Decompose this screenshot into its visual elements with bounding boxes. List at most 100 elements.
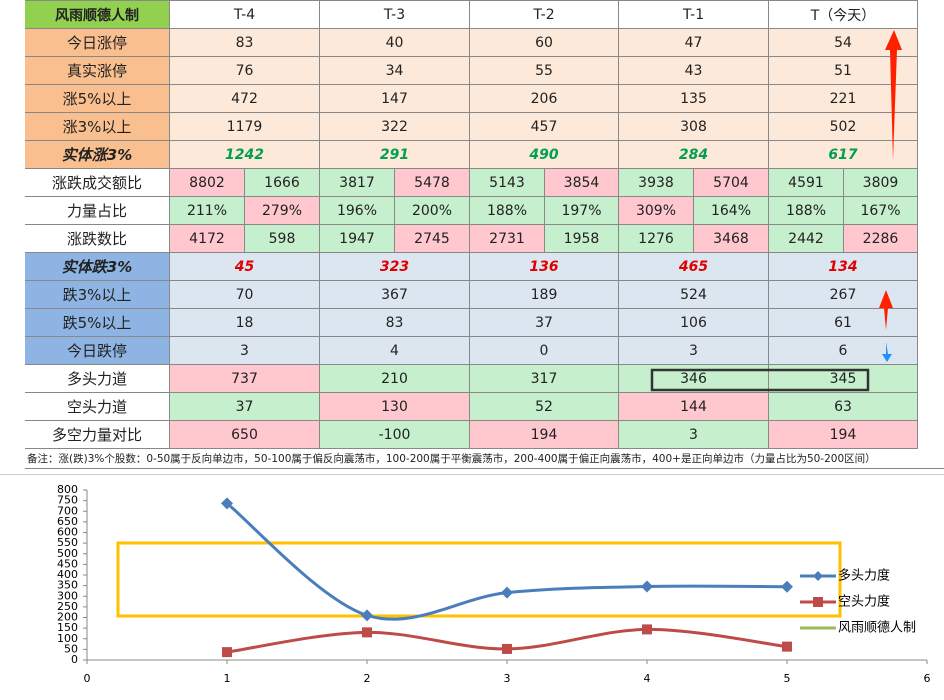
data-cell: 210 (320, 365, 470, 393)
data-cell: 47 (619, 29, 769, 57)
data-cell: 367 (320, 281, 470, 309)
marker (502, 643, 512, 654)
data-cell: 63 (769, 393, 918, 421)
y-tick-label: 100 (57, 632, 78, 645)
data-cell: 5704 (694, 169, 769, 197)
data-cell: 106 (619, 309, 769, 337)
data-cell: 45 (170, 253, 320, 281)
data-cell: 164% (694, 197, 769, 225)
row-label: 涨跌成交额比 (25, 169, 170, 197)
data-cell: 291 (320, 141, 470, 169)
y-tick-label: 150 (57, 621, 78, 634)
marker (641, 580, 653, 593)
data-cell: 5143 (470, 169, 545, 197)
y-tick-label: 750 (57, 494, 78, 507)
data-cell: 1947 (320, 225, 395, 253)
data-cell: 197% (545, 197, 619, 225)
data-cell: 83 (320, 309, 470, 337)
data-cell: 4 (320, 337, 470, 365)
y-tick-label: 250 (57, 600, 78, 613)
data-cell: 200% (395, 197, 470, 225)
row-label: 今日跌停 (25, 337, 170, 365)
data-cell: 3 (170, 337, 320, 365)
legend-marker (813, 597, 823, 607)
row-label: 涨3%以上 (25, 113, 170, 141)
y-tick-label: 0 (71, 653, 78, 666)
legend-label: 空头力度 (838, 594, 890, 610)
header-cell: T-2 (470, 0, 619, 29)
header-cell: T-1 (619, 0, 769, 29)
data-cell: 3817 (320, 169, 395, 197)
data-cell: 4591 (769, 169, 844, 197)
data-cell: 502 (769, 113, 918, 141)
marker (361, 609, 373, 622)
row-label: 多空力量对比 (25, 421, 170, 449)
chart: 0501001502002503003504004505005506006507… (0, 474, 944, 685)
data-cell: 457 (470, 113, 619, 141)
data-cell: 144 (619, 393, 769, 421)
data-cell: 4172 (170, 225, 245, 253)
data-cell: 134 (769, 253, 918, 281)
data-cell: 206 (470, 85, 619, 113)
y-tick-label: 600 (57, 526, 78, 539)
data-cell: 221 (769, 85, 918, 113)
data-cell: 1958 (545, 225, 619, 253)
y-tick-label: 450 (57, 557, 78, 570)
data-cell: 70 (170, 281, 320, 309)
data-cell: 346 (619, 365, 769, 393)
data-cell: 472 (170, 85, 320, 113)
data-cell: 76 (170, 57, 320, 85)
data-cell: 345 (769, 365, 918, 393)
marker (782, 641, 792, 652)
row-label: 跌5%以上 (25, 309, 170, 337)
data-cell: 43 (619, 57, 769, 85)
data-cell: 3 (619, 421, 769, 449)
y-tick-label: 400 (57, 568, 78, 581)
data-cell: 52 (470, 393, 619, 421)
header-cell: T（今天） (769, 0, 918, 29)
data-cell: 34 (320, 57, 470, 85)
data-cell: 51 (769, 57, 918, 85)
data-cell: 147 (320, 85, 470, 113)
data-cell: 136 (470, 253, 619, 281)
data-cell: 279% (245, 197, 320, 225)
data-cell: 598 (245, 225, 320, 253)
data-cell: 2745 (395, 225, 470, 253)
data-cell: 189 (470, 281, 619, 309)
data-cell: 194 (470, 421, 619, 449)
data-cell: 737 (170, 365, 320, 393)
y-tick-label: 800 (57, 483, 78, 496)
y-tick-label: 50 (64, 642, 78, 655)
data-cell: 308 (619, 113, 769, 141)
data-cell: 317 (470, 365, 619, 393)
data-cell: 2731 (470, 225, 545, 253)
legend-label: 多头力度 (838, 568, 890, 584)
data-cell: 524 (619, 281, 769, 309)
row-label: 多头力道 (25, 365, 170, 393)
data-cell: 2442 (769, 225, 844, 253)
y-tick-label: 200 (57, 611, 78, 624)
data-cell: 0 (470, 337, 619, 365)
data-cell: 3 (619, 337, 769, 365)
data-cell: 323 (320, 253, 470, 281)
x-tick-label: 0 (84, 672, 91, 685)
data-cell: 650 (170, 421, 320, 449)
row-label: 力量占比 (25, 197, 170, 225)
data-cell: 5478 (395, 169, 470, 197)
note: 备注：涨(跌)3%个股数：0-50属于反向单边市，50-100属于偏反向震荡市，… (25, 449, 944, 469)
x-tick-label: 3 (504, 672, 511, 685)
series-line (226, 502, 788, 621)
row-label: 实体涨3% (25, 141, 170, 169)
x-tick-label: 2 (364, 672, 371, 685)
data-cell: 267 (769, 281, 918, 309)
data-cell: 135 (619, 85, 769, 113)
y-tick-label: 300 (57, 589, 78, 602)
data-cell: 3854 (545, 169, 619, 197)
row-label: 涨5%以上 (25, 85, 170, 113)
data-cell: 465 (619, 253, 769, 281)
x-tick-label: 4 (644, 672, 651, 685)
data-cell: 1276 (619, 225, 694, 253)
marker (501, 586, 513, 599)
marker (222, 647, 232, 658)
